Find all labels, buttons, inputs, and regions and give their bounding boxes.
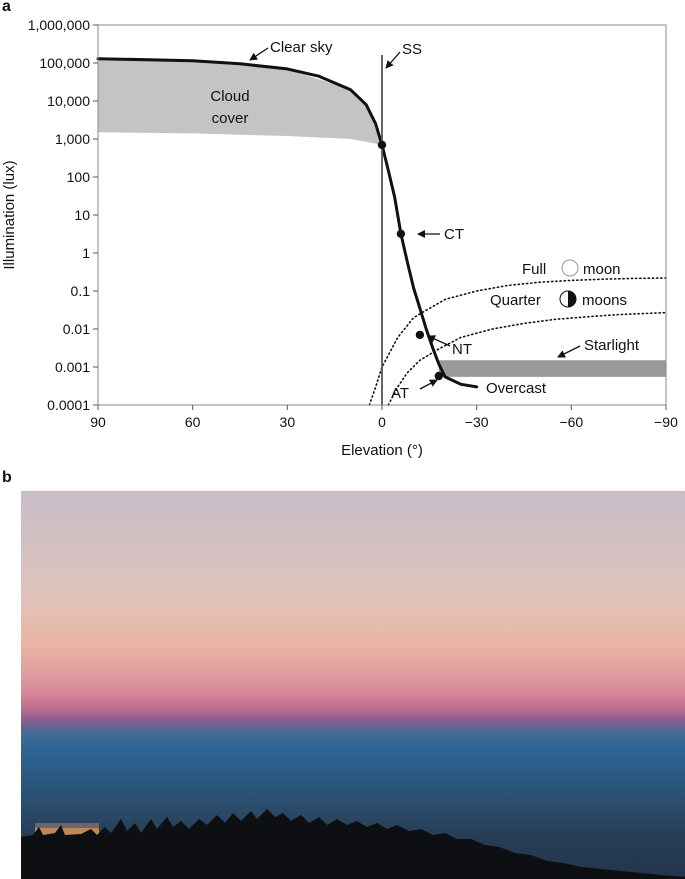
nt-label: NT: [452, 341, 472, 358]
full-moon-line: [368, 277, 667, 406]
cloud-cover-label-line1: Cloud: [210, 88, 249, 105]
quarter-moons-label-moons: moons: [582, 292, 627, 309]
ss-label: SS: [402, 41, 422, 58]
quarter-moons-label: Quarter: [490, 292, 541, 309]
y-tick-label: 100: [67, 169, 91, 185]
at-label: AT: [391, 385, 409, 402]
starlight-arrow: [557, 345, 581, 358]
x-tick-label: −90: [654, 414, 678, 430]
full-moon-label-moon: moon: [583, 261, 621, 278]
panel-label-b: b: [2, 469, 12, 486]
y-tick-label: 0.001: [55, 359, 90, 375]
ct-marker: [396, 229, 406, 238]
starlight-band: [438, 360, 666, 377]
y-tick-label: 1,000: [55, 131, 90, 147]
nt-arrow: [427, 335, 451, 347]
ct-label: CT: [444, 226, 464, 243]
sunset-marker: [377, 140, 387, 150]
quarter-moon-icon: [559, 290, 577, 308]
y-tick-label: 0.1: [71, 283, 91, 299]
x-tick-label: 90: [90, 414, 106, 430]
y-axis-title: Illumination (lux): [1, 160, 18, 269]
quarter-moons-line: [387, 311, 667, 406]
clear-sky-label: Clear sky: [270, 39, 333, 56]
cloud-cover-label-line2: cover: [212, 110, 249, 127]
x-axis-title: Elevation (°): [341, 442, 423, 459]
x-tick-label: −30: [465, 414, 489, 430]
y-tick-label: 100,000: [39, 55, 90, 71]
y-tick-label: 10: [74, 207, 90, 223]
treeline-silhouette: [21, 809, 685, 879]
twilight-sky-photo: [21, 491, 685, 879]
x-tick-label: 60: [185, 414, 201, 430]
x-tick-label: 30: [280, 414, 296, 430]
y-tick-label: 10,000: [47, 93, 90, 109]
full-moon-icon: [561, 259, 579, 277]
nt-marker: [415, 330, 425, 340]
clear-sky-arrow: [249, 47, 269, 61]
overcast-label: Overcast: [486, 380, 547, 397]
y-tick-label: 1,000,000: [28, 17, 90, 33]
cloud-cover-band: [98, 58, 382, 145]
y-tick-label: 1: [82, 245, 90, 261]
panel-label-a: a: [2, 0, 11, 15]
at-marker: [434, 371, 443, 381]
x-tick-label: 0: [378, 414, 386, 430]
ss-arrow: [385, 51, 401, 69]
illumination-chart: 90 60 30 0 −30 −60 −90 0.0001 0.001 0.01 0.1 1 10 100…: [1, 17, 678, 459]
y-tick-label: 0.01: [63, 321, 90, 337]
full-moon-label: Full: [522, 261, 546, 278]
starlight-label: Starlight: [584, 337, 640, 354]
x-tick-label: −60: [559, 414, 583, 430]
y-tick-label: 0.0001: [47, 397, 90, 413]
clear-sky-line: [96, 57, 479, 389]
at-arrow: [419, 379, 438, 390]
